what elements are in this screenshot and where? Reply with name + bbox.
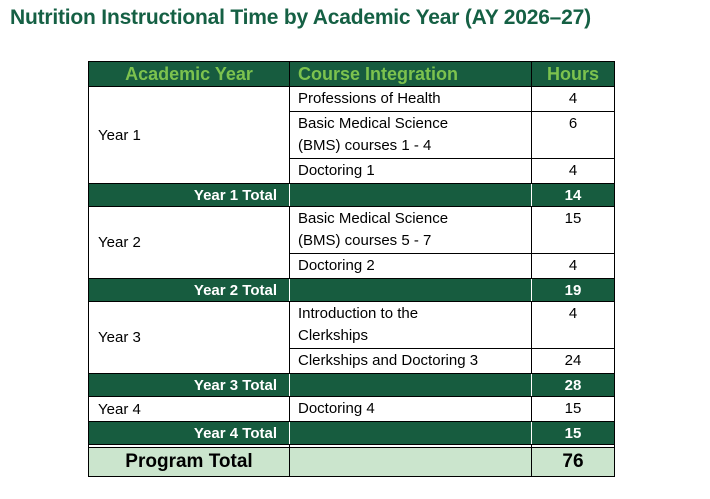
year-total-hours: 14 — [531, 183, 615, 207]
year-total-label: Year 3 Total — [88, 373, 290, 397]
year-total-empty-cell — [289, 373, 532, 397]
year-total-row: Year 1 Total 14 — [88, 183, 615, 207]
course-cell: Basic Medical Science (BMS) courses 1 - … — [289, 111, 532, 159]
course-cell: Introduction to the Clerkships — [289, 301, 532, 349]
hours-cell: 15 — [531, 206, 615, 254]
course-row: Year 1 Professions of Health 4 — [88, 86, 615, 184]
hours-cell: 6 — [531, 111, 615, 159]
course-row: Doctoring 2 4 — [89, 253, 615, 279]
program-total-label: Program Total — [88, 447, 290, 477]
course-cell: Basic Medical Science (BMS) courses 5 - … — [289, 206, 532, 254]
year-total-label: Year 1 Total — [88, 183, 290, 207]
col-header-academic-year: Academic Year — [88, 61, 290, 87]
year-total-label: Year 2 Total — [88, 278, 290, 302]
course-row: Year 2 Basic Medical Science (BMS) cours… — [88, 206, 615, 279]
course-cell: Clerkships and Doctoring 3 — [289, 348, 532, 374]
course-cell: Doctoring 1 — [289, 158, 532, 184]
year-total-empty-cell — [289, 183, 532, 207]
course-row: Year 4 Doctoring 4 15 — [88, 396, 615, 422]
col-header-course-integration: Course Integration — [289, 61, 532, 87]
year-total-row: Year 4 Total 15 — [88, 421, 615, 445]
year-cell: Year 1 — [88, 86, 290, 184]
year-total-hours: 15 — [531, 421, 615, 445]
year-cell: Year 2 — [88, 206, 290, 279]
year-total-hours: 28 — [531, 373, 615, 397]
col-header-hours: Hours — [531, 61, 615, 87]
course-row: Doctoring 1 4 — [89, 158, 615, 184]
year-total-empty-cell — [289, 421, 532, 445]
hours-cell: 4 — [531, 253, 615, 279]
course-cell: Doctoring 4 — [289, 396, 532, 422]
hours-cell: 4 — [531, 158, 615, 184]
course-row: Basic Medical Science (BMS) courses 1 - … — [89, 111, 615, 159]
year-total-row: Year 3 Total 28 — [88, 373, 615, 397]
program-total-empty-cell — [289, 447, 532, 477]
year-total-hours: 19 — [531, 278, 615, 302]
course-row: Clerkships and Doctoring 3 24 — [89, 348, 615, 374]
course-row: Year 3 Introduction to the Clerkships 4 — [88, 301, 615, 374]
year-total-label: Year 4 Total — [88, 421, 290, 445]
hours-cell: 4 — [531, 86, 615, 112]
year-total-empty-cell — [289, 278, 532, 302]
course-cell: Professions of Health — [289, 86, 532, 112]
program-total-hours: 76 — [531, 447, 615, 477]
hours-cell: 24 — [531, 348, 615, 374]
program-total-row: Program Total 76 — [88, 447, 615, 477]
page-title: Nutrition Instructional Time by Academic… — [10, 6, 591, 29]
year-cell: Year 3 — [88, 301, 290, 374]
nutrition-table: Academic Year Course Integration Hours Y… — [88, 61, 615, 477]
hours-cell: 15 — [531, 396, 615, 422]
course-cell: Doctoring 2 — [289, 253, 532, 279]
hours-cell: 4 — [531, 301, 615, 349]
year-total-row: Year 2 Total 19 — [88, 278, 615, 302]
table-header-row: Academic Year Course Integration Hours — [88, 61, 615, 87]
year-cell: Year 4 — [88, 396, 290, 422]
